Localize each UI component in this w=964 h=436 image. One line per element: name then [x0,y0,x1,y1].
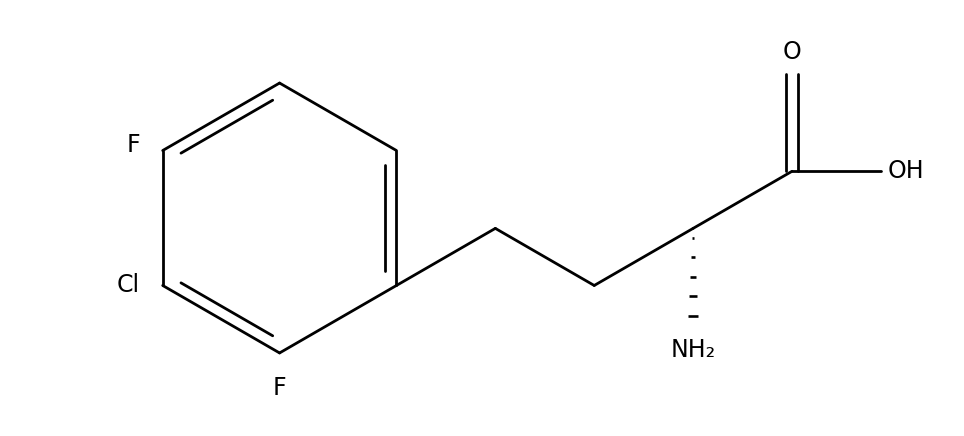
Text: OH: OH [887,159,924,183]
Text: NH₂: NH₂ [671,338,715,362]
Text: F: F [273,376,286,400]
Text: F: F [126,133,140,157]
Text: Cl: Cl [117,273,140,297]
Text: O: O [783,40,801,64]
